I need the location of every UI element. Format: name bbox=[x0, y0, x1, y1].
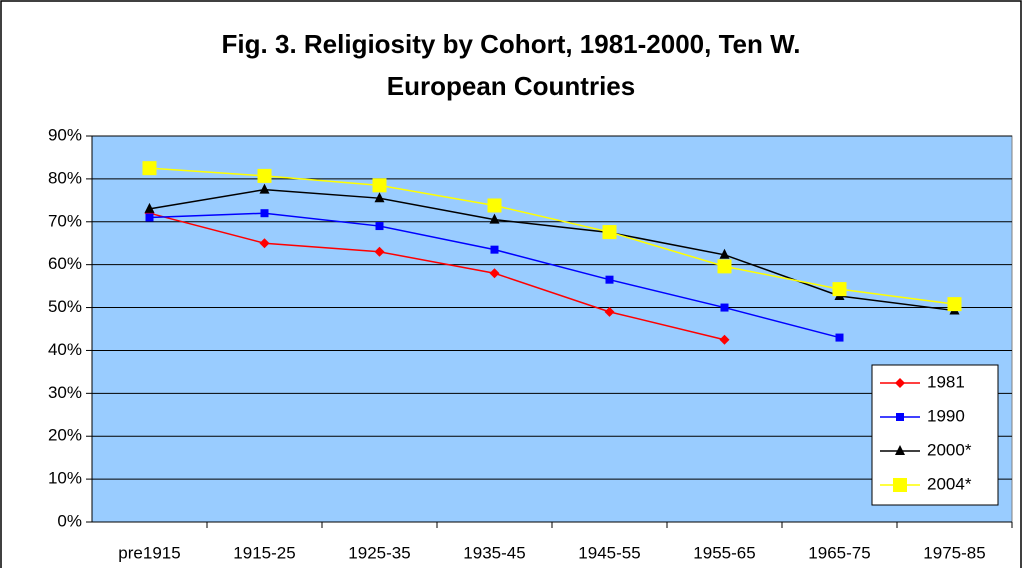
y-tick-label: 10% bbox=[48, 469, 82, 488]
marker bbox=[604, 306, 615, 317]
marker bbox=[893, 478, 907, 492]
y-tick-label: 80% bbox=[48, 168, 82, 187]
marker bbox=[896, 413, 904, 421]
marker bbox=[489, 268, 500, 279]
series-line bbox=[149, 167, 955, 305]
legend-label: 1981 bbox=[927, 372, 965, 391]
y-tick-label: 30% bbox=[48, 383, 82, 402]
marker bbox=[375, 222, 384, 231]
series-line bbox=[149, 188, 955, 312]
y-tick-label: 0% bbox=[57, 511, 82, 530]
marker bbox=[257, 168, 272, 183]
chart-title: European Countries bbox=[387, 71, 635, 101]
x-tick-label: 1925-35 bbox=[348, 543, 410, 562]
marker bbox=[144, 202, 155, 213]
chart-title: Fig. 3. Religiosity by Cohort, 1981-2000… bbox=[222, 29, 801, 59]
marker bbox=[142, 161, 157, 176]
marker bbox=[895, 378, 905, 388]
y-tick-label: 40% bbox=[48, 340, 82, 359]
marker bbox=[832, 282, 847, 297]
marker bbox=[374, 246, 385, 257]
marker bbox=[602, 225, 617, 240]
marker bbox=[487, 198, 502, 213]
marker bbox=[145, 213, 154, 222]
marker bbox=[719, 334, 730, 345]
marker bbox=[372, 178, 387, 193]
legend-label: 2004* bbox=[927, 474, 972, 493]
x-tick-label: 1965-75 bbox=[808, 543, 870, 562]
x-tick-label: 1915-25 bbox=[233, 543, 295, 562]
marker bbox=[717, 259, 732, 274]
legend-label: 1990 bbox=[927, 406, 965, 425]
marker bbox=[719, 248, 730, 259]
marker bbox=[259, 238, 270, 249]
x-tick-label: 1975-85 bbox=[923, 543, 985, 562]
marker bbox=[489, 213, 500, 224]
y-tick-label: 50% bbox=[48, 297, 82, 316]
x-tick-label: pre1915 bbox=[118, 543, 180, 562]
marker bbox=[895, 445, 905, 455]
legend-label: 2000* bbox=[927, 440, 972, 459]
marker bbox=[605, 275, 614, 284]
series-line bbox=[149, 212, 725, 341]
legend: 1981 1990 2000* 2004* bbox=[871, 364, 999, 506]
marker bbox=[259, 183, 270, 194]
x-tick-label: 1945-55 bbox=[578, 543, 640, 562]
marker bbox=[947, 297, 962, 312]
plot-area bbox=[91, 135, 1013, 523]
y-tick-label: 60% bbox=[48, 254, 82, 273]
y-tick-label: 90% bbox=[48, 125, 82, 144]
y-tick-label: 70% bbox=[48, 211, 82, 230]
marker bbox=[720, 303, 729, 312]
y-tick-label: 20% bbox=[48, 426, 82, 445]
marker bbox=[490, 245, 499, 254]
marker bbox=[835, 333, 844, 342]
marker bbox=[374, 192, 385, 203]
x-tick-label: 1955-65 bbox=[693, 543, 755, 562]
x-tick-label: 1935-45 bbox=[463, 543, 525, 562]
marker bbox=[260, 209, 269, 218]
